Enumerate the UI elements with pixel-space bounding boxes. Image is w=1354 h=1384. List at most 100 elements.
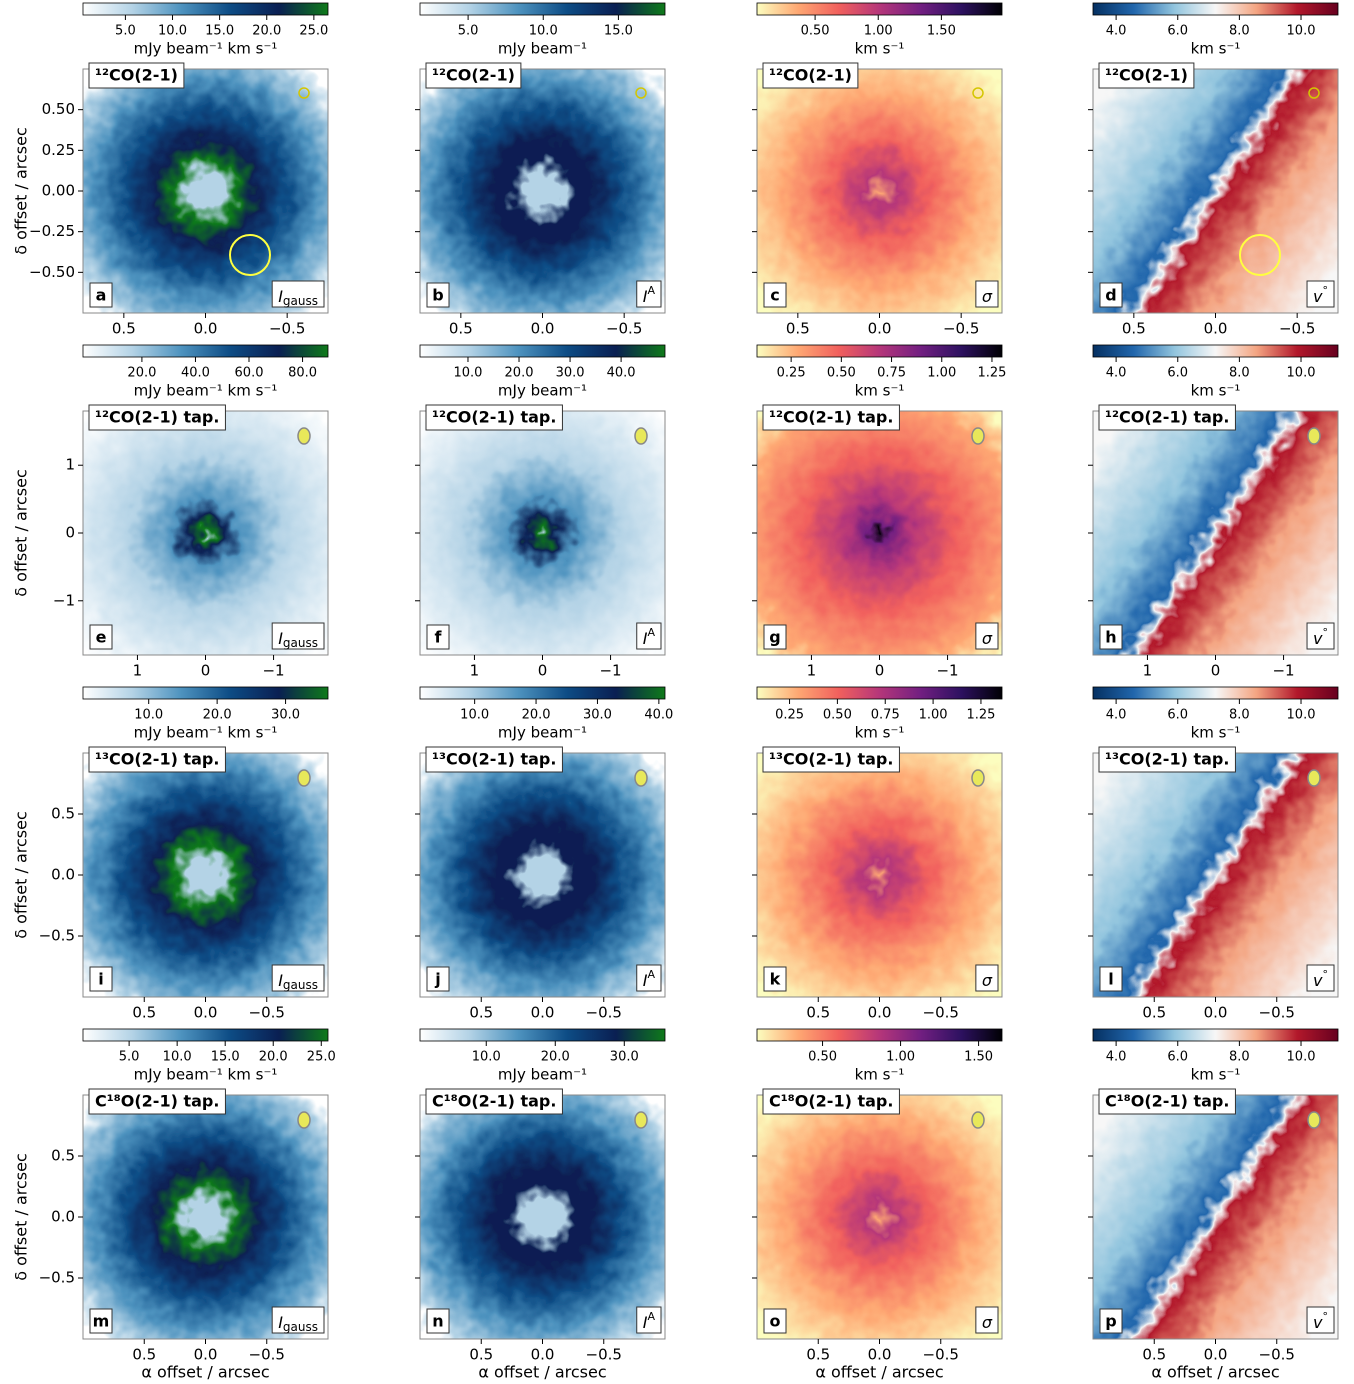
colorbar-tick-label: 1.00 [886, 1050, 915, 1065]
panel-letter: j [434, 970, 440, 989]
colorbar-tick-label: 20.0 [259, 1050, 288, 1065]
symbol-box [975, 280, 999, 308]
x-tick-label: 1 [807, 662, 817, 680]
colorbar-label: mJy beam⁻¹ [498, 382, 587, 400]
colorbar-tick-label: 10.0 [1287, 708, 1316, 723]
x-tick-label: 0.5 [112, 320, 136, 338]
panel-letter: i [98, 970, 103, 989]
symbol-box [271, 964, 325, 992]
title-box [88, 62, 185, 89]
panel-title: ¹³CO(2-1) tap. [432, 750, 556, 769]
colorbar-tick-label: 6.0 [1167, 366, 1188, 381]
panel-letter: o [770, 1312, 781, 1331]
colorbar-tick-label: 1.50 [964, 1050, 993, 1065]
x-tick-label: 0.5 [806, 1004, 830, 1022]
colorbar-label: km s⁻¹ [1191, 724, 1241, 742]
symbol-superscript: A [647, 626, 655, 639]
symbol: I [643, 287, 648, 306]
symbol-box [636, 622, 662, 650]
symbol: I [278, 1313, 283, 1332]
colorbar-tick-label: 0.50 [808, 1050, 837, 1065]
x-tick-label: 0 [201, 662, 211, 680]
colorbar-label: mJy beam⁻¹ km s⁻¹ [134, 382, 278, 400]
colorbar-tick-label: 40.0 [607, 366, 636, 381]
panel-letter: l [1108, 970, 1113, 989]
x-tick-label: −1 [936, 662, 958, 680]
beam [297, 427, 311, 445]
colorbar-tick-label: 8.0 [1229, 1050, 1250, 1065]
colorbar [82, 686, 329, 700]
map [1093, 1095, 1338, 1339]
colorbar [419, 686, 666, 700]
x-tick-label: 0.0 [194, 1004, 218, 1022]
symbol-subscript: gauss [283, 1320, 318, 1334]
panel-title: C¹⁸O(2-1) tap. [95, 1092, 219, 1111]
colorbar [1092, 344, 1339, 358]
symbol-box [975, 964, 999, 992]
title-box [762, 746, 900, 773]
x-tick-label: 0.0 [194, 1346, 218, 1364]
colorbar-tick-label: 20.0 [541, 1050, 570, 1065]
panel-title: ¹²CO(2-1) [769, 66, 852, 85]
x-tick-label: 0.5 [469, 1346, 493, 1364]
x-tick-label: 0.5 [449, 320, 473, 338]
colorbar-tick-label: 60.0 [235, 366, 264, 381]
colorbar-tick-label: 0.50 [827, 366, 856, 381]
letter-box [1099, 624, 1123, 650]
colorbar-tick-label: 10.0 [158, 24, 187, 39]
y-axis-label: δ offset / arcsec [12, 127, 31, 255]
title-box [762, 62, 859, 89]
title-box [88, 1088, 226, 1115]
map [1093, 753, 1338, 997]
x-tick-label: 0.5 [132, 1346, 156, 1364]
title-box [762, 1088, 900, 1115]
panel-title: C¹⁸O(2-1) tap. [432, 1092, 556, 1111]
map [757, 69, 1002, 313]
symbol: I [278, 629, 283, 648]
symbol-box [636, 280, 662, 308]
x-tick-label: 0.0 [531, 1346, 555, 1364]
symbol-superscript: A [647, 968, 655, 981]
x-tick-label: −1 [599, 662, 621, 680]
x-tick-label: −0.5 [1259, 1346, 1295, 1364]
title-box [425, 1088, 563, 1115]
symbol-box [271, 1306, 325, 1334]
colorbar-tick-label: 25.0 [299, 24, 328, 39]
colorbar-tick-label: 20.0 [203, 708, 232, 723]
symbol-superscript: A [647, 1310, 655, 1323]
map-symbol: v° [1313, 626, 1328, 648]
panel-letter: f [435, 628, 443, 647]
colorbar-tick-label: 0.75 [871, 708, 900, 723]
symbol-superscript: A [647, 284, 655, 297]
beam [634, 769, 648, 787]
map-symbol: σ [982, 629, 993, 648]
x-tick-label: 0.0 [194, 320, 218, 338]
map [757, 411, 1002, 655]
colorbar-tick-label: 0.50 [801, 24, 830, 39]
symbol: σ [982, 1313, 993, 1332]
colorbar-tick-label: 5.0 [458, 24, 479, 39]
y-tick-label: −0.5 [39, 927, 75, 945]
y-tick-label: −0.5 [39, 1269, 75, 1287]
colorbar-tick-label: 4.0 [1106, 1050, 1127, 1065]
symbol: v [1313, 629, 1323, 648]
colorbar [419, 344, 666, 358]
colorbar-tick-label: 1.50 [927, 24, 956, 39]
symbol: v [1313, 971, 1323, 990]
map [83, 69, 328, 313]
colorbar-tick-label: 1.00 [919, 708, 948, 723]
map-symbol: v° [1313, 284, 1328, 306]
colorbar-tick-label: 6.0 [1167, 24, 1188, 39]
colorbar-tick-label: 4.0 [1106, 366, 1127, 381]
map [757, 1095, 1002, 1339]
x-tick-label: −0.5 [923, 1004, 959, 1022]
colorbar-tick-label: 4.0 [1106, 708, 1127, 723]
y-tick-label: 0.25 [42, 141, 75, 159]
panel-letter: k [770, 970, 781, 989]
symbol-box [1306, 964, 1335, 992]
colorbar [1092, 1028, 1339, 1042]
colorbar [419, 1028, 666, 1042]
colorbar-label: km s⁻¹ [855, 382, 905, 400]
colorbar-tick-label: 10.0 [454, 366, 483, 381]
colorbar [756, 2, 1003, 16]
